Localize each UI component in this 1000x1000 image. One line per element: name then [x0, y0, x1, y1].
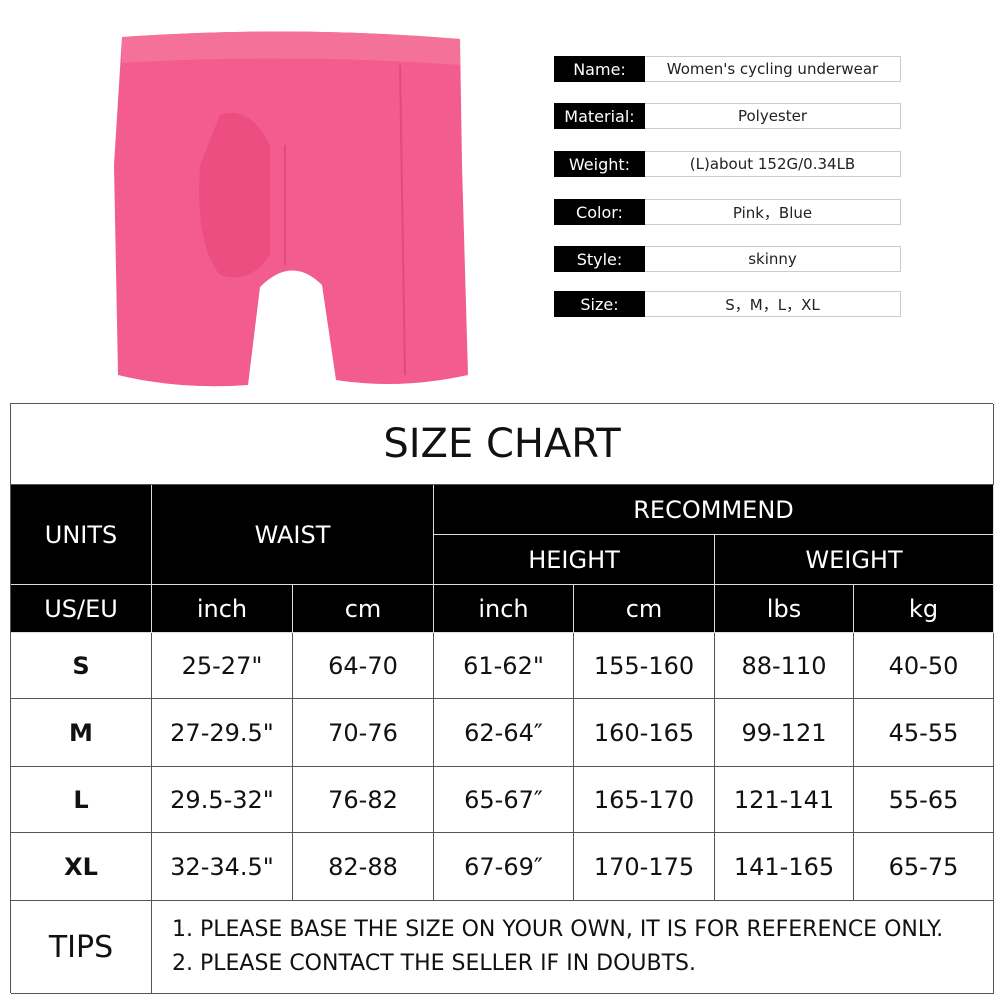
table-cell: 170-175: [574, 833, 715, 901]
spec-value: (L)about 152G/0.34LB: [645, 151, 901, 177]
table-cell: 25-27": [152, 633, 293, 699]
spec-row: Size: S，M，L，XL: [554, 291, 901, 317]
spec-value: skinny: [645, 246, 901, 272]
table-cell: 165-170: [574, 767, 715, 833]
subheader: US/EU: [11, 585, 152, 633]
header-weight: WEIGHT: [715, 535, 994, 585]
subheader: cm: [293, 585, 434, 633]
table-cell: 70-76: [293, 699, 434, 767]
header-recommend: RECOMMEND: [434, 485, 994, 535]
tip: 2. PLEASE CONTACT THE SELLER IF IN DOUBT…: [172, 951, 696, 976]
tips-label: TIPS: [11, 901, 152, 994]
table-cell: 67-69″: [434, 833, 574, 901]
subheader: inch: [152, 585, 293, 633]
table-cell: 64-70: [293, 633, 434, 699]
tip: 1. PLEASE BASE THE SIZE ON YOUR OWN, IT …: [172, 917, 944, 942]
table-cell: 40-50: [854, 633, 994, 699]
table-cell: 29.5-32": [152, 767, 293, 833]
table-cell: 65-67″: [434, 767, 574, 833]
size-label: S: [11, 633, 152, 699]
spec-value: Polyester: [645, 103, 901, 129]
subheader: cm: [574, 585, 715, 633]
table-cell: 99-121: [715, 699, 854, 767]
spec-label: Color:: [554, 199, 645, 225]
spec-label: Material:: [554, 103, 645, 129]
table-cell: 88-110: [715, 633, 854, 699]
spec-label: Weight:: [554, 151, 645, 177]
table-cell: 141-165: [715, 833, 854, 901]
table-cell: 82-88: [293, 833, 434, 901]
table-cell: 65-75: [854, 833, 994, 901]
table-cell: 61-62": [434, 633, 574, 699]
spec-row: Material: Polyester: [554, 103, 901, 129]
header-height: HEIGHT: [434, 535, 715, 585]
header-waist: WAIST: [152, 485, 434, 585]
spec-value: S，M，L，XL: [645, 291, 901, 317]
spec-row: Color: Pink，Blue: [554, 199, 901, 225]
chart-title: SIZE CHART: [11, 404, 994, 485]
spec-row: Weight: (L)about 152G/0.34LB: [554, 151, 901, 177]
table-cell: 55-65: [854, 767, 994, 833]
size-label: M: [11, 699, 152, 767]
tips-text: 1. PLEASE BASE THE SIZE ON YOUR OWN, IT …: [152, 901, 994, 994]
spec-label: Style:: [554, 246, 645, 272]
spec-label: Name:: [554, 56, 645, 82]
table-cell: 32-34.5": [152, 833, 293, 901]
spec-value: Women's cycling underwear: [645, 56, 901, 82]
size-label: L: [11, 767, 152, 833]
size-chart: SIZE CHART UNITS WAIST RECOMMEND HEIGHT WEIGH…: [10, 403, 994, 994]
header-units: UNITS: [11, 485, 152, 585]
table-cell: 27-29.5": [152, 699, 293, 767]
table-cell: 62-64″: [434, 699, 574, 767]
table-cell: 160-165: [574, 699, 715, 767]
subheader: kg: [854, 585, 994, 633]
table-cell: 155-160: [574, 633, 715, 699]
spec-row: Name: Women's cycling underwear: [554, 56, 901, 82]
spec-value: Pink，Blue: [645, 199, 901, 225]
spec-row: Style: skinny: [554, 246, 901, 272]
spec-label: Size:: [554, 291, 645, 317]
product-image-cycling-shorts: [114, 31, 468, 387]
table-cell: 121-141: [715, 767, 854, 833]
table-cell: 76-82: [293, 767, 434, 833]
subheader: inch: [434, 585, 574, 633]
size-label: XL: [11, 833, 152, 901]
subheader: lbs: [715, 585, 854, 633]
table-cell: 45-55: [854, 699, 994, 767]
